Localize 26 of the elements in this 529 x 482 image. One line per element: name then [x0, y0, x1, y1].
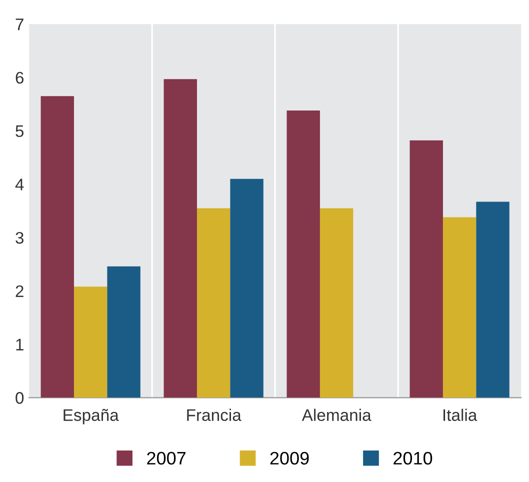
bar	[286, 110, 320, 398]
legend-label: 2007	[147, 452, 186, 465]
bar	[320, 208, 354, 398]
legend-label: 2009	[270, 452, 309, 465]
y-tick-label: 2	[16, 285, 24, 297]
bar	[442, 217, 476, 398]
y-tick-label: 0	[16, 392, 24, 404]
bar	[74, 286, 108, 398]
bar	[107, 266, 140, 398]
x-tick-label: Francia	[187, 408, 242, 422]
y-tick-label: 7	[16, 18, 24, 30]
bar	[230, 178, 264, 398]
bar	[164, 79, 197, 398]
bar	[40, 96, 74, 398]
bar	[476, 202, 510, 398]
bar	[410, 140, 443, 398]
y-tick-label: 4	[15, 178, 24, 190]
y-tick-label: 5	[16, 125, 24, 138]
y-tick-label: 3	[16, 232, 24, 244]
x-tick-label: Italia	[444, 408, 478, 422]
x-tick-label: Alemania	[302, 408, 372, 422]
y-tick-label: 6	[16, 72, 24, 84]
y-tick-label: 1	[16, 338, 24, 350]
legend-label: 2010	[394, 452, 432, 465]
x-tick-label: España	[64, 408, 119, 424]
bar	[196, 208, 230, 398]
